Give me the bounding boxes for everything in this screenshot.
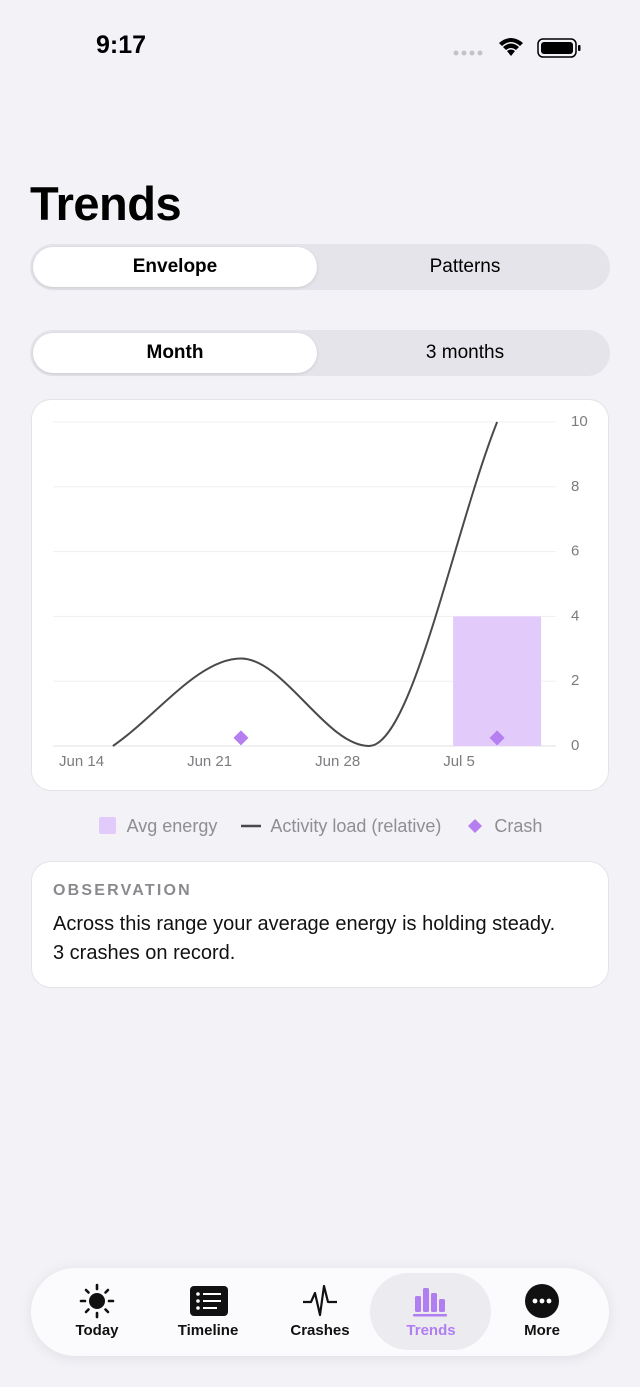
segment-option[interactable]: 3 months: [425, 342, 505, 363]
legend-item: Crash: [465, 816, 542, 837]
swatch: [468, 819, 483, 833]
y-tick-label: 0: [571, 737, 579, 754]
x-tick-label: Jun 14: [59, 753, 104, 770]
tab-label[interactable]: More: [524, 1322, 560, 1339]
bar: [453, 616, 542, 746]
legend-swatch: [241, 824, 262, 828]
observation-line: Across this range your average energy is…: [53, 913, 556, 935]
legend-label: Avg energy: [126, 815, 218, 836]
y-tick-label: 6: [571, 543, 579, 560]
legend-label: Crash: [494, 815, 543, 836]
observation-line: 3 crashes on record.: [53, 942, 236, 964]
tab-label[interactable]: Crashes: [290, 1322, 350, 1339]
icon-crashes: [303, 1284, 337, 1317]
segmented-control: Month 3 months: [30, 330, 610, 376]
legend-swatch: [98, 817, 116, 834]
chart-card: 0 2 4 6 8 10 Jun 14 Jun 21 Jun 28 Jul 5: [31, 399, 609, 791]
legend-item: Avg energy: [98, 815, 218, 837]
swatch: [98, 817, 116, 834]
x-tick-label: Jun 28: [315, 753, 360, 770]
page-title: Trends: [30, 177, 182, 230]
segment-option[interactable]: Envelope: [132, 256, 218, 277]
segment-option[interactable]: Month: [146, 342, 204, 363]
y-tick-label: 8: [571, 478, 579, 495]
tab-label[interactable]: Timeline: [177, 1322, 239, 1339]
segment-option[interactable]: Patterns: [429, 256, 501, 277]
legend: Avg energy Activity load (relative) Crash: [0, 812, 640, 840]
legend-item: Activity load (relative): [241, 816, 441, 837]
line: [112, 421, 499, 748]
x-tick-label: Jun 21: [187, 753, 232, 770]
icon-trends: [413, 1288, 447, 1317]
icon-timeline: [190, 1286, 228, 1316]
observation-label: OBSERVATION: [53, 882, 192, 899]
crash-marker: [489, 730, 505, 746]
tab-label[interactable]: Trends: [406, 1322, 456, 1339]
segment-selection: [33, 247, 317, 287]
y-tick-label: 10: [571, 413, 588, 430]
observation-text: Across this range your average energy is…: [53, 910, 555, 968]
icon-today: [79, 1283, 115, 1319]
y-tick-label: 2: [571, 672, 579, 689]
status-time: 9:17: [96, 31, 147, 59]
observation-card: [31, 861, 609, 988]
crash-marker: [233, 730, 249, 746]
tab-selection: [370, 1273, 491, 1350]
legend-swatch: [468, 819, 483, 833]
segment-selection: [33, 333, 317, 373]
chart: 0 2 4 6 8 10 Jun 14 Jun 21 Jun 28 Jul 5: [53, 413, 588, 770]
x-tick-label: Jul 5: [443, 753, 475, 770]
legend-label: Activity load (relative): [270, 815, 442, 836]
segmented-control: Envelope Patterns: [30, 244, 610, 290]
tab-label[interactable]: Today: [75, 1322, 119, 1339]
status-icons: [453, 38, 581, 58]
y-tick-label: 4: [571, 607, 579, 624]
icon-more: [525, 1284, 559, 1318]
